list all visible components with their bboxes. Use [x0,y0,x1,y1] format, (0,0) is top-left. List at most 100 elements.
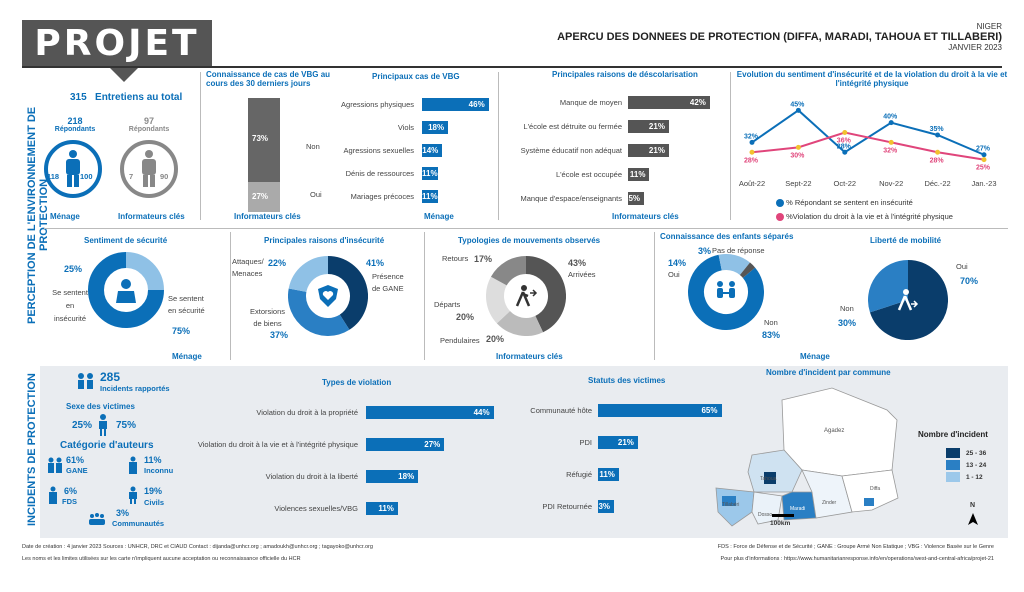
mouvements-pct-d: 20% [486,334,505,344]
donut-slice [486,276,511,324]
mouvements-caption: Informateurs clés [496,352,563,361]
bar-label: Communauté hôte [530,406,592,415]
evolution-title: Evolution du sentiment d'insécurité et d… [736,70,1008,88]
data-label: 30% [790,152,805,159]
ki-count-block: 97 Répondants [124,116,174,133]
x-tick-label: Sept-22 [785,179,811,188]
mouvements-pct-b: 43% [568,258,587,268]
x-tick-label: Nov-22 [879,179,903,188]
bar: 18% [422,121,449,134]
inconnu-pct: 11% [144,455,162,465]
civils-pct: 19% [144,486,163,496]
evolution-legend-a-label: % Répondant se sentent en insécurité [786,198,913,207]
bar: 3% [598,500,614,513]
incidents-count-block [76,372,96,395]
footer-right-1: FDS : Force de Défense et de Sécurité ; … [717,544,994,550]
descolarisation-title: Principales raisons de déscolarisation [552,70,698,79]
menage-circle [44,140,102,198]
ki-count-label: Répondants [128,126,170,133]
bar-label: Manque de moyen [559,98,622,107]
map-legend-label: 13 - 24 [966,461,987,469]
series-point [888,139,894,145]
bar: 21% [628,120,669,133]
person-icon [120,140,178,198]
data-label: 45% [790,101,805,108]
incidents-count-label: Incidents rapportés [100,384,170,393]
footer-left-1: Date de création : 4 janvier 2023 Source… [22,544,373,550]
header-country: NIGER [976,22,1002,31]
enfants-pct-b: 14% [668,258,687,268]
gane-label: GANE [66,466,88,475]
securite-label-b: Se sentent en sécurité [168,293,205,317]
vbg-oui-pct: 27% [252,192,269,201]
map-region-label: Zinder [822,500,837,506]
bar-label: Manque d'espace/enseignants [520,194,622,203]
mobilite-label-b: Non [840,304,854,313]
securite-donut [88,252,164,328]
donut-slice [125,252,164,291]
map-legend: 25 - 36 13 - 24 1 - 12 [946,448,986,482]
insecurite-label-b2: de GANE [372,284,404,293]
x-tick-label: Oct-22 [834,179,857,188]
header-block: NIGER APERCU DES DONNEES DE PROTECTION (… [557,22,1002,52]
map-scale-bar [772,514,794,517]
series-point [935,149,941,155]
unknown-person-icon [126,456,140,474]
map-region-label: Dosso [758,512,772,518]
securite-label-a: Se sentent en insécurité [50,286,90,325]
projet21-logo: PROJET 21 [22,20,212,112]
mobilite-pct-a: 70% [960,276,979,286]
data-label: 25% [976,165,991,172]
donut-slice [718,254,751,276]
evolution-line-chart: 32% 45% 28% 40% 35% 27% 28% 30% 36% 32% 28% 25% Août… [739,101,997,188]
mouvements-donut [486,256,566,336]
x-tick-label: Déc.-22 [924,179,950,188]
auteurs-title: Catégorie d'auteurs [60,440,154,451]
evolution-legend-b: %Violation du droit à la vie et à l'inté… [776,212,953,222]
side-label-perception: PERCEPTION DE L'ENVIRONNEMENT DE PROTECT… [26,106,50,324]
map-scale: 100km [770,520,791,527]
insecurite-label-b: Présence de GANE [372,271,404,295]
violations-title: Types de violation [322,378,392,387]
insecurite-pct-b: 41% [366,258,385,268]
donut-slice [288,256,329,293]
enfants-label-b: Oui [668,270,680,279]
shield-icon [288,256,368,336]
x-tick-label: Août-22 [739,179,765,188]
header-title: APERCU DES DONNEES DE PROTECTION (DIFFA,… [557,31,1002,43]
series-point [842,130,848,136]
map-hotspot [722,496,736,506]
bar: 11% [628,168,650,181]
bar-label: Violences sexuelles/VBG [274,504,358,513]
menage-count: 218 [67,116,83,126]
ki-m: 90 [160,172,169,181]
community-icon [88,512,106,526]
niger-map: Agadez Tahoua Tillabéri Dosso Maradi Zin… [715,387,899,527]
bar: 65% [598,404,722,417]
menage-m: 100 [80,172,93,181]
bar-label: PDI [579,438,592,447]
divider [424,232,425,360]
evolution-legend-a: % Répondant se sentent en insécurité [776,198,913,208]
vbg-non-pct: 73% [252,134,269,143]
fds-pct: 6% [64,486,78,496]
mouvements-pct-c: 20% [456,312,475,322]
bar-label: L'école est occupée [555,170,622,179]
bar: 11% [366,502,398,515]
map-hotspot [864,498,874,506]
ki-circle [120,140,178,198]
bar-label: Réfugié [566,470,592,479]
vbg-oui-bar [248,182,280,212]
mobilite-label-a: Oui [956,262,968,271]
comm-label: Communautés [112,519,165,528]
menage-count-block: 218 Répondants [50,116,100,133]
civils-label: Civils [144,498,165,507]
vbg-knowledge-title: Connaissance de cas de VBG au cours des … [206,70,331,88]
enfants-label-c: Non [764,318,778,327]
sexe-f: 25% [72,420,93,431]
insecurite-title: Principales raisons d'insécurité [264,236,385,245]
insecurite-label-a1: Attaques/ [232,257,264,266]
menage-f: 118 [47,172,60,181]
bar-label: Agressions physiques [341,100,414,109]
gane-pct: 61% [66,455,85,465]
